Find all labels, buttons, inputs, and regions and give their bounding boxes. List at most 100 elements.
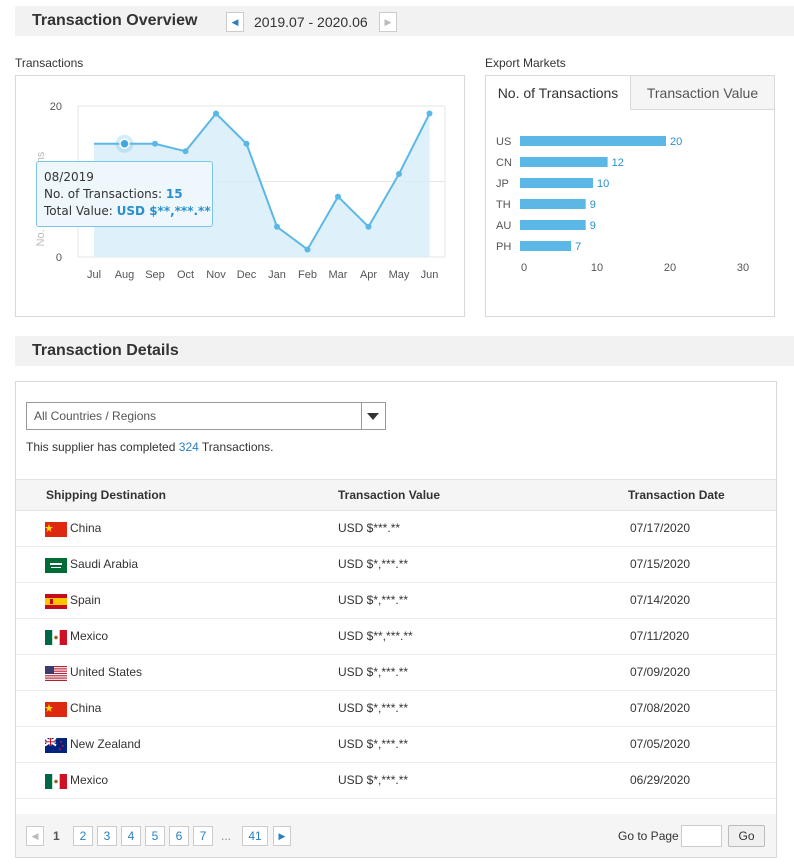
pagination-bar [16, 814, 776, 857]
chart-point[interactable] [119, 138, 130, 149]
row-country: Mexico [70, 629, 109, 643]
united-states-flag-icon [45, 666, 67, 681]
date-next-button[interactable]: ▶ [379, 12, 397, 32]
column-transaction-date: Transaction Date [628, 488, 725, 502]
row-date: 06/29/2020 [630, 773, 691, 787]
bar[interactable] [520, 220, 586, 230]
bar[interactable] [520, 178, 593, 188]
tab-transaction-value[interactable]: Transaction Value [631, 76, 774, 110]
page-ellipsis: ... [221, 829, 232, 843]
bar-category-label: AU [496, 220, 511, 232]
page-7-button[interactable]: 7 [193, 826, 213, 846]
chart-x-tick-label: Jan [268, 269, 286, 281]
page-prev-button[interactable]: ◀ [26, 826, 44, 846]
table-row: Mexico USD $**,***.** 07/11/2020 [16, 619, 776, 655]
chart-point[interactable] [396, 170, 402, 177]
tab-no-of-transactions[interactable]: No. of Transactions [486, 76, 631, 110]
new-zealand-flag-icon [45, 738, 67, 753]
chart-point[interactable] [426, 110, 433, 117]
row-date: 07/11/2020 [630, 629, 690, 643]
chart-point[interactable] [243, 140, 250, 147]
table-row: China USD $*,***.** 07/08/2020 [16, 691, 776, 727]
page-2-button[interactable]: 2 [73, 826, 93, 846]
chart-x-tick-label: Mar [329, 269, 348, 281]
summary-count-link[interactable]: 324 [178, 440, 199, 454]
spain-flag-icon [45, 594, 67, 609]
transactions-label: Transactions [15, 56, 84, 70]
row-value: USD $**,***.** [338, 629, 413, 643]
tooltip-count-value: 15 [165, 187, 183, 201]
bar-value-label: 9 [590, 220, 596, 232]
table-header: Shipping Destination Transaction Value T… [16, 479, 776, 511]
chevron-right-icon: ▶ [384, 17, 392, 27]
table-row: China USD $***.** 07/17/2020 [16, 511, 776, 547]
china-flag-icon [45, 522, 67, 537]
bar[interactable] [520, 157, 608, 167]
goto-page-input[interactable] [681, 825, 722, 847]
page-next-button[interactable]: ▶ [273, 826, 291, 846]
bar-value-label: 7 [575, 241, 581, 253]
country-filter-select[interactable]: All Countries / Regions [26, 402, 386, 430]
china-flag-icon [45, 702, 67, 717]
chart-point[interactable] [152, 140, 158, 147]
chart-series-line [94, 112, 431, 251]
page-last-button[interactable]: 41 [242, 826, 268, 846]
summary-suffix: Transactions. [201, 440, 274, 454]
bar-value-label: 9 [590, 199, 596, 211]
saudi-arabia-flag-icon [45, 558, 67, 573]
page-4-button[interactable]: 4 [121, 826, 141, 846]
bar[interactable] [520, 136, 666, 146]
row-value: USD $***.** [338, 521, 401, 535]
bar-category-label: PH [496, 241, 511, 253]
chart-y-tick-label: 0 [56, 252, 62, 264]
bar-category-label: CN [496, 157, 512, 169]
row-country: China [70, 701, 102, 715]
bar-x-tick-label: 0 [521, 262, 527, 274]
row-date: 07/08/2020 [630, 701, 691, 715]
row-date: 07/17/2020 [630, 521, 691, 535]
page-3-button[interactable]: 3 [97, 826, 117, 846]
bar[interactable] [520, 241, 572, 251]
chevron-left-icon: ◀ [31, 831, 39, 841]
table-row: Mexico USD $*,***.** 06/29/2020 [16, 763, 776, 799]
chart-point[interactable] [335, 193, 341, 200]
row-value: USD $*,***.** [338, 665, 409, 679]
bar-x-tick-label: 20 [664, 262, 676, 274]
chart-point[interactable] [304, 246, 311, 253]
chevron-down-icon [367, 413, 379, 420]
page-6-button[interactable]: 6 [169, 826, 189, 846]
chart-x-tick-label: Jul [87, 269, 101, 281]
chart-x-tick-label: Sep [145, 269, 165, 281]
table-row: United States USD $*,***.** 07/09/2020 [16, 655, 776, 691]
mexico-flag-icon [45, 630, 67, 645]
row-date: 07/05/2020 [630, 737, 691, 751]
chart-point[interactable] [213, 110, 219, 117]
export-markets-label: Export Markets [485, 56, 566, 70]
chart-x-tick-label: Jun [421, 269, 439, 281]
chart-x-tick-label: Apr [360, 269, 377, 281]
row-country: Mexico [70, 773, 109, 787]
date-prev-button[interactable]: ◀ [226, 12, 244, 32]
tooltip-value-value: USD $**,***.** [116, 204, 211, 218]
chart-point[interactable] [182, 148, 189, 155]
chart-x-tick-label: Feb [298, 269, 317, 281]
export-markets-panel: No. of Transactions Transaction Value US… [485, 75, 775, 317]
page-5-button[interactable]: 5 [145, 826, 165, 846]
row-value: USD $*,***.** [338, 701, 409, 715]
chart-y-tick-label: 20 [50, 101, 62, 113]
bar-value-label: 12 [612, 157, 624, 169]
chart-x-tick-label: Oct [177, 269, 194, 281]
row-country: United States [70, 665, 143, 679]
bar-category-label: JP [496, 178, 509, 190]
chart-point[interactable] [274, 223, 280, 230]
column-shipping-destination: Shipping Destination [46, 488, 166, 502]
row-country: New Zealand [70, 737, 141, 751]
bar-value-label: 10 [597, 178, 609, 190]
bar[interactable] [520, 199, 586, 209]
row-country: Saudi Arabia [70, 557, 139, 571]
go-button[interactable]: Go [728, 825, 765, 847]
bar-category-label: TH [496, 199, 511, 211]
bar-x-tick-label: 10 [591, 262, 603, 274]
chart-point[interactable] [365, 223, 372, 230]
tooltip-month: 08/2019 [44, 170, 94, 184]
